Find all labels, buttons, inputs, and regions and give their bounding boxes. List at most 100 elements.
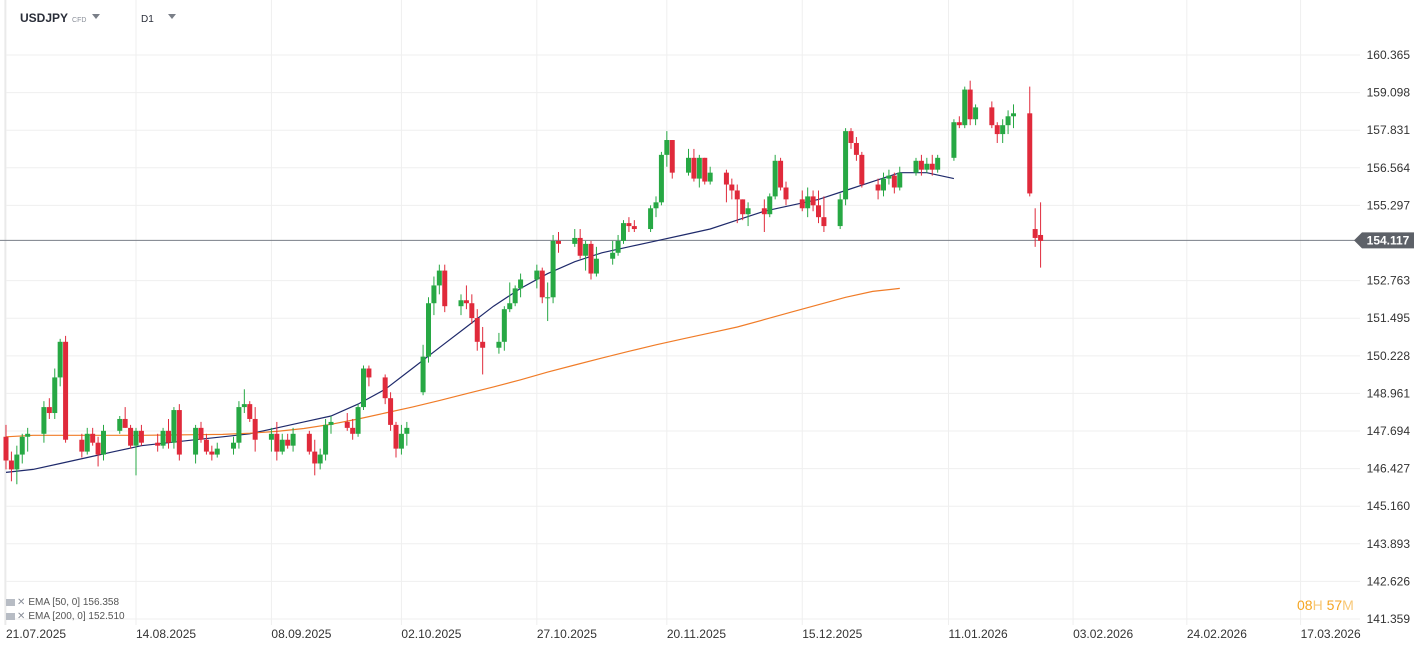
candle[interactable] bbox=[247, 401, 253, 422]
candle[interactable] bbox=[279, 433, 285, 455]
candle[interactable] bbox=[404, 421, 410, 446]
candle[interactable] bbox=[382, 374, 388, 405]
candle[interactable] bbox=[236, 401, 242, 449]
candle[interactable] bbox=[496, 332, 502, 354]
remove-indicator-icon[interactable]: ✕ bbox=[17, 597, 26, 608]
candle[interactable] bbox=[241, 389, 247, 414]
candle[interactable] bbox=[52, 368, 58, 419]
candle[interactable] bbox=[420, 344, 426, 396]
candle[interactable] bbox=[729, 178, 735, 200]
candle[interactable] bbox=[306, 430, 312, 455]
candle[interactable] bbox=[545, 282, 551, 322]
indicator-settings-icon[interactable] bbox=[6, 598, 15, 606]
candle[interactable] bbox=[951, 119, 957, 161]
candle[interactable] bbox=[534, 264, 540, 289]
timeframe-dropdown-caret-icon[interactable] bbox=[168, 14, 176, 19]
candle[interactable] bbox=[507, 282, 513, 313]
candle[interactable] bbox=[138, 424, 144, 446]
candle[interactable] bbox=[1032, 208, 1038, 247]
candle[interactable] bbox=[198, 421, 204, 443]
candle[interactable] bbox=[664, 131, 670, 167]
candle[interactable] bbox=[231, 436, 236, 455]
candle[interactable] bbox=[583, 240, 589, 271]
candle[interactable] bbox=[209, 445, 215, 461]
candle[interactable] bbox=[160, 427, 166, 449]
candle[interactable] bbox=[615, 234, 621, 256]
candle[interactable] bbox=[344, 413, 350, 431]
candle[interactable] bbox=[918, 154, 924, 176]
candle[interactable] bbox=[702, 157, 708, 185]
candle[interactable] bbox=[312, 439, 318, 476]
candle[interactable] bbox=[117, 415, 123, 434]
candle[interactable] bbox=[133, 427, 139, 476]
candle[interactable] bbox=[653, 196, 659, 218]
candle[interactable] bbox=[122, 407, 128, 428]
candle[interactable] bbox=[734, 184, 740, 224]
candle[interactable] bbox=[994, 122, 1000, 143]
indicator-settings-icon[interactable] bbox=[6, 612, 15, 620]
candle[interactable] bbox=[707, 166, 713, 185]
candle[interactable] bbox=[816, 190, 821, 224]
candle[interactable] bbox=[393, 421, 399, 458]
candle[interactable] bbox=[550, 234, 556, 304]
candle[interactable] bbox=[3, 424, 9, 470]
candle[interactable] bbox=[913, 157, 919, 176]
candle[interactable] bbox=[436, 264, 442, 295]
candle[interactable] bbox=[463, 285, 469, 310]
candle[interactable] bbox=[658, 151, 664, 206]
candle[interactable] bbox=[848, 128, 854, 149]
candle[interactable] bbox=[778, 157, 784, 191]
candle[interactable] bbox=[859, 151, 865, 188]
candle[interactable] bbox=[252, 407, 258, 452]
candle[interactable] bbox=[1027, 86, 1033, 197]
candle[interactable] bbox=[458, 294, 464, 316]
candle[interactable] bbox=[8, 451, 14, 482]
candle[interactable] bbox=[431, 276, 437, 316]
candle[interactable] bbox=[1000, 119, 1006, 143]
candle[interactable] bbox=[366, 365, 372, 387]
candle[interactable] bbox=[518, 273, 524, 298]
candle[interactable] bbox=[631, 220, 637, 233]
candle[interactable] bbox=[696, 154, 702, 188]
candle[interactable] bbox=[84, 427, 90, 455]
candle[interactable] bbox=[203, 433, 209, 455]
candle[interactable] bbox=[556, 232, 561, 253]
timeframe-selector[interactable]: D1 bbox=[141, 14, 154, 25]
candle[interactable] bbox=[588, 240, 594, 280]
candle[interactable] bbox=[176, 404, 182, 461]
candle[interactable] bbox=[442, 264, 448, 313]
candle[interactable] bbox=[90, 427, 96, 446]
candle[interactable] bbox=[935, 154, 941, 173]
candle[interactable] bbox=[274, 421, 280, 461]
candle[interactable] bbox=[783, 181, 789, 206]
candle[interactable] bbox=[361, 365, 366, 411]
candle[interactable] bbox=[155, 433, 161, 452]
candle[interactable] bbox=[810, 190, 816, 212]
candle[interactable] bbox=[745, 202, 751, 227]
candle[interactable] bbox=[57, 338, 63, 387]
candle[interactable] bbox=[593, 246, 599, 277]
candle[interactable] bbox=[767, 193, 773, 218]
candle[interactable] bbox=[956, 116, 962, 129]
candle[interactable] bbox=[350, 418, 356, 440]
candle[interactable] bbox=[426, 297, 431, 363]
candle[interactable] bbox=[967, 80, 973, 126]
candle[interactable] bbox=[171, 407, 177, 449]
candle[interactable] bbox=[843, 128, 849, 206]
candle[interactable] bbox=[1038, 202, 1044, 268]
candle[interactable] bbox=[101, 424, 106, 461]
candle[interactable] bbox=[837, 193, 843, 230]
candle[interactable] bbox=[799, 190, 805, 212]
candle[interactable] bbox=[1011, 104, 1016, 129]
candle[interactable] bbox=[929, 154, 935, 176]
candle[interactable] bbox=[740, 199, 746, 221]
candle[interactable] bbox=[648, 205, 654, 233]
candle[interactable] bbox=[166, 418, 171, 449]
symbol-dropdown-caret-icon[interactable] bbox=[92, 14, 100, 19]
candle[interactable] bbox=[214, 442, 220, 458]
candle[interactable] bbox=[95, 436, 101, 467]
candle[interactable] bbox=[469, 294, 475, 325]
candle[interactable] bbox=[610, 240, 616, 265]
candle[interactable] bbox=[821, 196, 827, 233]
